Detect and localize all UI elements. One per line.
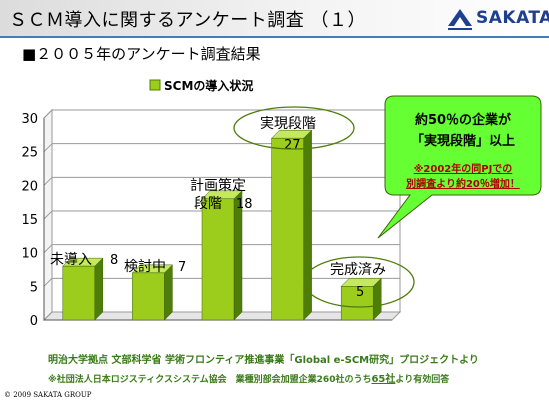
bar	[271, 137, 304, 321]
footnote-respondents-suffix: より有効回答	[395, 375, 450, 385]
bar	[340, 286, 374, 321]
gridline-diagonal	[43, 109, 53, 119]
gridline-diagonal	[43, 244, 53, 254]
gridline-diagonal	[43, 210, 53, 220]
data-label: 8	[110, 253, 118, 268]
footnote-source: 明治大学拠点 文部科学省 学術フロンティア推進事業「Global e-SCM研究…	[48, 355, 479, 366]
data-label: 27	[284, 138, 301, 153]
callout-bubble	[377, 95, 542, 239]
copyright: © 2009 SAKATA GROUP	[4, 391, 92, 399]
category-label: 計画策定	[190, 177, 246, 194]
category-label: 完成済み	[330, 262, 386, 278]
y-tick-label: 5	[30, 280, 38, 295]
callout-note-2: 別調査より約20％増加！	[405, 177, 520, 190]
y-tick-label: 10	[21, 247, 38, 262]
legend-label: SCMの導入状況	[164, 78, 253, 93]
callout-line-2: 「実現段階」以上	[411, 133, 515, 149]
y-tick-label: 30	[21, 112, 38, 127]
bar	[62, 265, 96, 321]
callout-note-1: ※2002年の同PJでの	[414, 162, 513, 175]
logo-text: SAKATA	[476, 8, 549, 28]
title-divider	[0, 36, 549, 38]
category-label: 段階	[194, 196, 222, 212]
legend-swatch	[149, 79, 161, 91]
section-subtitle: ■２００５年のアンケート調査結果	[22, 45, 261, 63]
footnote-respondents: ※社団法人日本ロジスティクスシステム協会 業種別部会加盟企業260社のうち65社…	[48, 370, 449, 385]
data-label: 7	[178, 260, 186, 275]
y-tick-label: 25	[21, 146, 38, 161]
gridline-diagonal	[43, 311, 53, 321]
category-label: 実現段階	[260, 116, 316, 132]
callout-line-1: 約50％の企業が	[415, 112, 511, 128]
y-tick-label: 15	[21, 213, 38, 228]
bar	[201, 198, 235, 321]
gridline-diagonal	[43, 143, 53, 153]
footnote-respondents-prefix: ※社団法人日本ロジスティクスシステム協会 業種別部会加盟企業260社のうち	[48, 375, 372, 385]
footnote-respondents-count: 65社	[371, 374, 396, 385]
highlight-ellipse-jitsugen	[233, 106, 355, 150]
highlight-ellipse-kansei	[303, 256, 415, 308]
category-label: 検討中	[124, 259, 166, 275]
bar-side	[94, 257, 104, 321]
data-label: 5	[356, 285, 364, 300]
category-label: 未導入	[50, 252, 92, 268]
sakata-logo-icon	[448, 9, 472, 30]
y-tick-label: 0	[30, 314, 38, 329]
data-label: 18	[236, 197, 253, 212]
gridline-diagonal	[43, 277, 53, 287]
y-tick-label: 20	[21, 179, 38, 194]
page-title: ＳＣＭ導入に関するアンケート調査 （１）	[9, 10, 366, 31]
gridline-diagonal	[43, 176, 53, 186]
bar	[132, 272, 165, 321]
